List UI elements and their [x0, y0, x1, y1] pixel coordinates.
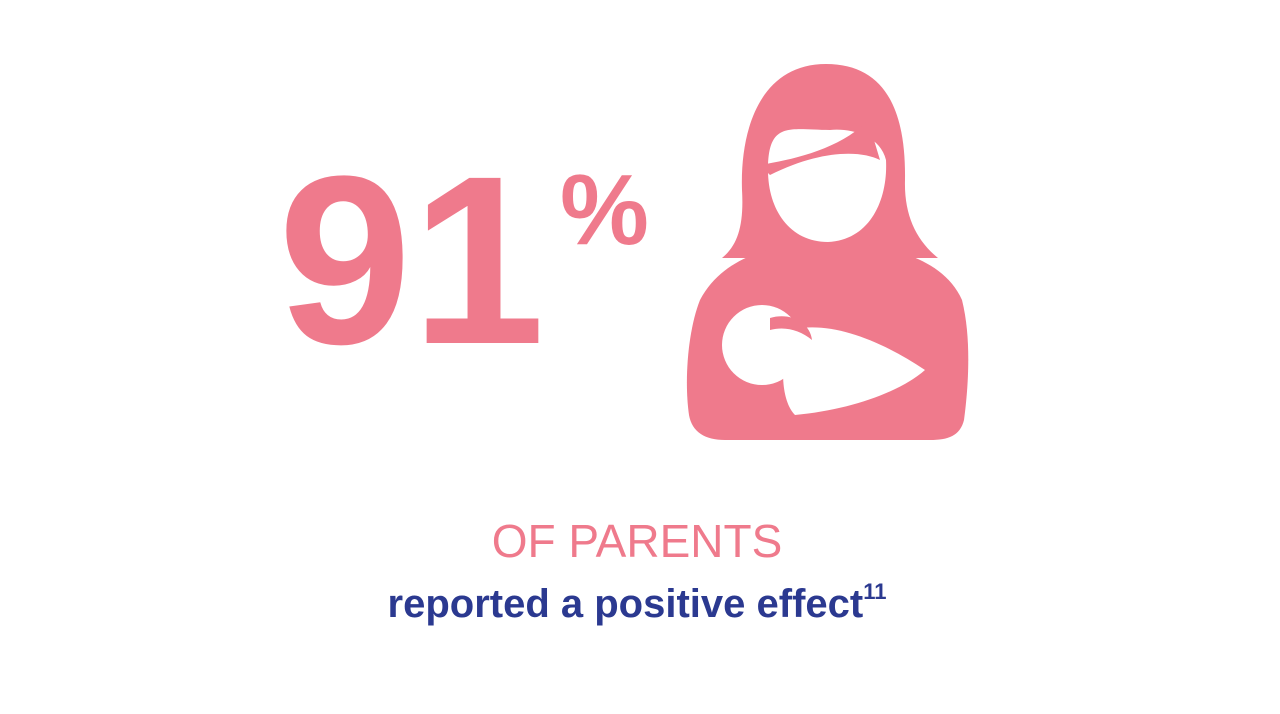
footnote-ref: 11 [863, 579, 886, 604]
caption-body: reported a positive effect [388, 582, 864, 626]
caption-heading: OF PARENTS [492, 515, 783, 567]
stat-unit: % [560, 154, 649, 266]
caption-text: reported a positive effect11 [388, 579, 887, 626]
stat-number: 91 [278, 126, 545, 394]
mother-baby-icon [686, 64, 969, 440]
